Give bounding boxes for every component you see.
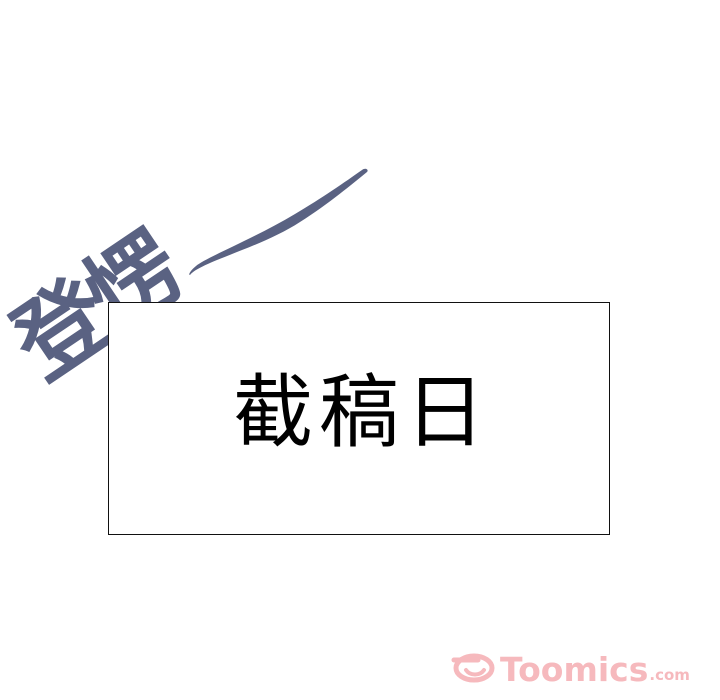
watermark: Toomics .com [448, 646, 690, 686]
watermark-name: Toomics [500, 650, 649, 689]
caption-text: 截稿日 [233, 365, 491, 459]
watermark-suffix: .com [649, 666, 690, 684]
toomics-logo-icon [451, 653, 495, 683]
caption-box: 截稿日 [108, 302, 610, 535]
